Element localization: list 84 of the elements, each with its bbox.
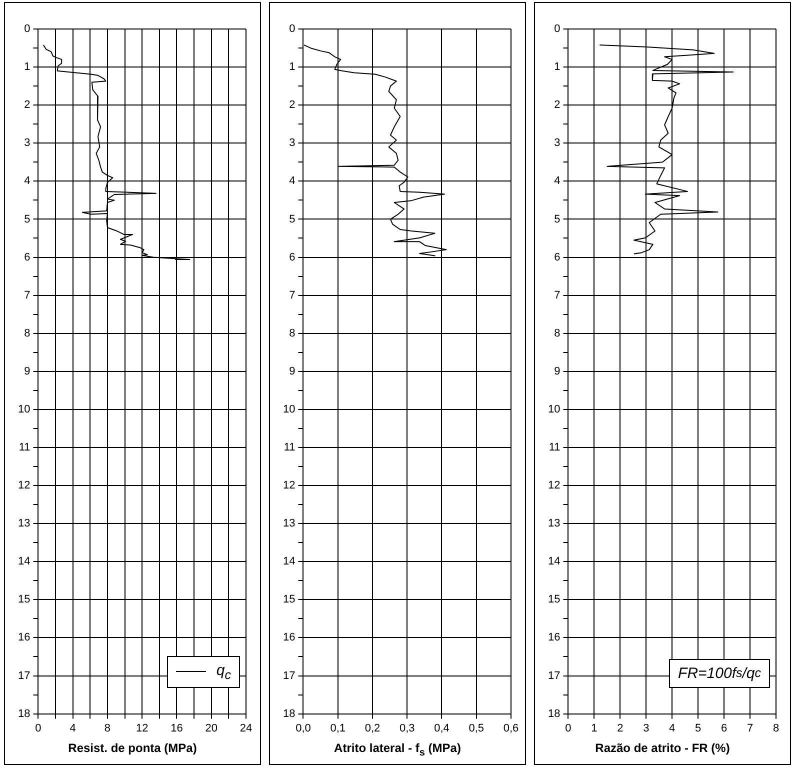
y-tick-label: 17	[282, 670, 296, 682]
x-tick-label: 0,5	[468, 722, 484, 734]
y-tick-label: 15	[548, 594, 560, 606]
x-tick-label: 16	[170, 722, 183, 734]
y-tick-label: 5	[24, 213, 30, 226]
x-tick-label: 0,4	[434, 722, 450, 734]
y-tick-label: 8	[289, 327, 296, 340]
y-tick-label: 11	[548, 442, 560, 454]
x-tick-label: 0,6	[503, 722, 519, 734]
y-tick-label: 10	[548, 403, 560, 416]
y-tick-label: 6	[289, 251, 296, 264]
x-tick-label: 6	[720, 722, 728, 734]
x-tick-label: 20	[205, 722, 218, 734]
x-tick-label: 8	[772, 722, 780, 734]
x-tick-label: 24	[240, 722, 252, 734]
y-tick-label: 10	[282, 403, 296, 416]
x-tick-label: 8	[104, 722, 111, 734]
x-axis-title: Atrito lateral - f$_{s}$ (MPa)	[333, 741, 462, 758]
y-tick-label: 12	[282, 480, 296, 492]
y-tick-label: 17	[548, 670, 560, 682]
y-tick-label: 13	[18, 518, 30, 530]
y-tick-label: 8	[554, 327, 560, 340]
y-tick-label: 7	[289, 289, 296, 302]
y-tick-label: 17	[18, 670, 30, 682]
x-tick-label: 4	[70, 722, 76, 734]
y-tick-label: 1	[554, 61, 560, 74]
x-tick-label: 0	[565, 722, 572, 734]
y-tick-label: 7	[24, 289, 30, 302]
y-tick-label: 14	[548, 556, 560, 568]
y-tick-label: 4	[554, 175, 560, 188]
x-tick-label: 1	[591, 722, 598, 734]
y-tick-label: 13	[548, 518, 560, 530]
x-tick-label: 4	[669, 722, 676, 734]
x-tick-label: 0,1	[330, 722, 346, 734]
x-tick-label: 2	[617, 722, 624, 734]
x-tick-label: 12	[136, 722, 148, 734]
x-tick-label: 7	[746, 722, 754, 734]
x-tick-label: 5	[695, 722, 702, 734]
x-tick-label: 0	[35, 722, 42, 734]
y-tick-label: 3	[289, 137, 296, 150]
y-tick-label: 12	[18, 480, 30, 492]
y-tick-label: 2	[24, 99, 30, 112]
x-tick-label: 0,2	[364, 722, 380, 734]
y-tick-label: 6	[24, 251, 30, 264]
y-tick-label: 18	[548, 708, 560, 720]
y-tick-label: 11	[284, 442, 296, 454]
y-tick-label: 11	[18, 442, 30, 454]
y-tick-label: 2	[554, 99, 560, 112]
y-tick-label: 7	[554, 289, 560, 302]
y-tick-label: 2	[289, 99, 296, 112]
y-tick-label: 13	[282, 518, 296, 530]
y-tick-label: 1	[24, 61, 30, 74]
y-tick-label: 18	[18, 708, 30, 720]
y-tick-label: 5	[289, 213, 296, 226]
y-tick-label: 9	[24, 365, 30, 378]
y-tick-label: 16	[18, 632, 30, 644]
y-tick-label: 4	[289, 175, 296, 188]
y-tick-label: 10	[18, 403, 30, 416]
x-axis-title: Razão de atrito - FR (%)	[594, 741, 731, 755]
y-tick-label: 9	[554, 365, 560, 378]
y-tick-label: 0	[289, 23, 296, 36]
y-tick-label: 15	[282, 594, 296, 606]
y-tick-label: 3	[554, 137, 560, 150]
y-tick-label: 8	[24, 327, 30, 340]
y-tick-label: 9	[289, 365, 296, 378]
y-tick-label: 15	[18, 594, 30, 606]
y-tick-label: 16	[282, 632, 296, 644]
y-tick-label: 5	[554, 213, 560, 226]
y-tick-label: 1	[289, 61, 296, 74]
y-tick-label: 12	[548, 480, 560, 492]
x-tick-label: 3	[643, 722, 650, 734]
y-tick-label: 16	[548, 632, 560, 644]
y-tick-label: 0	[24, 23, 30, 36]
y-tick-label: 3	[24, 137, 30, 150]
y-tick-label: 14	[18, 556, 30, 568]
y-tick-label: 14	[282, 556, 296, 568]
legend-label: q$_{c}$	[216, 662, 231, 682]
x-tick-label: 0,3	[399, 722, 415, 734]
x-axis-title: Resist. de ponta (MPa)	[67, 741, 198, 755]
y-tick-label: 6	[554, 251, 560, 264]
y-tick-label: 18	[282, 708, 296, 720]
x-tick-label: 0,0	[296, 722, 311, 734]
y-tick-label: 0	[554, 23, 560, 36]
y-tick-label: 4	[24, 175, 30, 188]
